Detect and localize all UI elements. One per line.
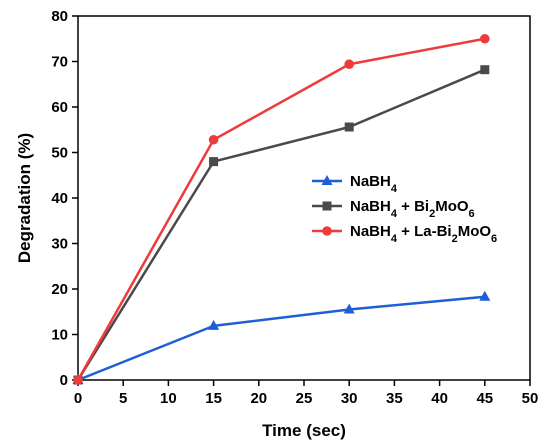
axes: 0 5 10 15 20 25 30 35 40 45 50 0 10 20 30 40 50 60 70 80 <box>51 8 538 407</box>
x-axis-title: Time (sec) <box>262 421 346 440</box>
series-line <box>76 37 486 381</box>
series-line <box>77 295 485 382</box>
y-tick-label: 60 <box>51 99 68 116</box>
data-point <box>208 134 219 145</box>
data-point <box>344 122 354 132</box>
x-tick-label: 30 <box>341 390 358 407</box>
legend-label: NaBH4 <box>350 173 398 195</box>
legend-marker <box>322 201 332 211</box>
series-layer <box>72 33 491 385</box>
data-point <box>480 65 490 75</box>
x-tick-label: 40 <box>431 390 448 407</box>
x-tick-label: 45 <box>476 390 493 407</box>
legend-label: NaBH4 + Bi2MoO6 <box>350 198 475 220</box>
data-point <box>480 33 490 44</box>
x-tick-label: 20 <box>250 390 267 407</box>
data-point <box>209 157 219 167</box>
x-tick-label: 35 <box>386 390 403 407</box>
data-point <box>73 375 83 385</box>
x-tick-label: 10 <box>160 390 177 407</box>
data-point <box>208 319 220 330</box>
legend-marker <box>322 226 332 236</box>
data-point <box>344 59 355 70</box>
y-tick-label: 30 <box>51 236 68 253</box>
legend-label: NaBH4 + La-Bi2MoO6 <box>350 223 497 245</box>
legend-entry-3: NaBH4 + La-Bi2MoO6 <box>312 223 497 245</box>
legend: NaBH4 NaBH4 + Bi2MoO6 NaBH4 + La-Bi2MoO6 <box>312 173 497 245</box>
x-tick-label: 0 <box>74 390 82 407</box>
legend-entry-1: NaBH4 <box>312 173 398 195</box>
y-tick-label: 50 <box>51 145 68 162</box>
x-tick-label: 15 <box>205 390 222 407</box>
x-tick-label: 5 <box>119 390 127 407</box>
data-point <box>343 303 355 314</box>
y-tick-label: 80 <box>51 8 68 25</box>
x-tick-label: 25 <box>296 390 313 407</box>
y-tick-label: 0 <box>60 372 68 389</box>
y-tick-label: 70 <box>51 54 68 71</box>
series-line <box>76 68 486 381</box>
data-point <box>479 290 491 301</box>
series-1 <box>72 290 491 384</box>
legend-marker <box>321 175 333 185</box>
y-tick-label: 10 <box>51 327 68 344</box>
y-tick-label: 20 <box>51 281 68 298</box>
x-tick-label: 50 <box>522 390 539 407</box>
series-3 <box>73 33 490 385</box>
legend-entry-2: NaBH4 + Bi2MoO6 <box>312 198 475 220</box>
y-axis-title: Degradation (%) <box>15 133 34 263</box>
y-tick-label: 40 <box>51 190 68 207</box>
